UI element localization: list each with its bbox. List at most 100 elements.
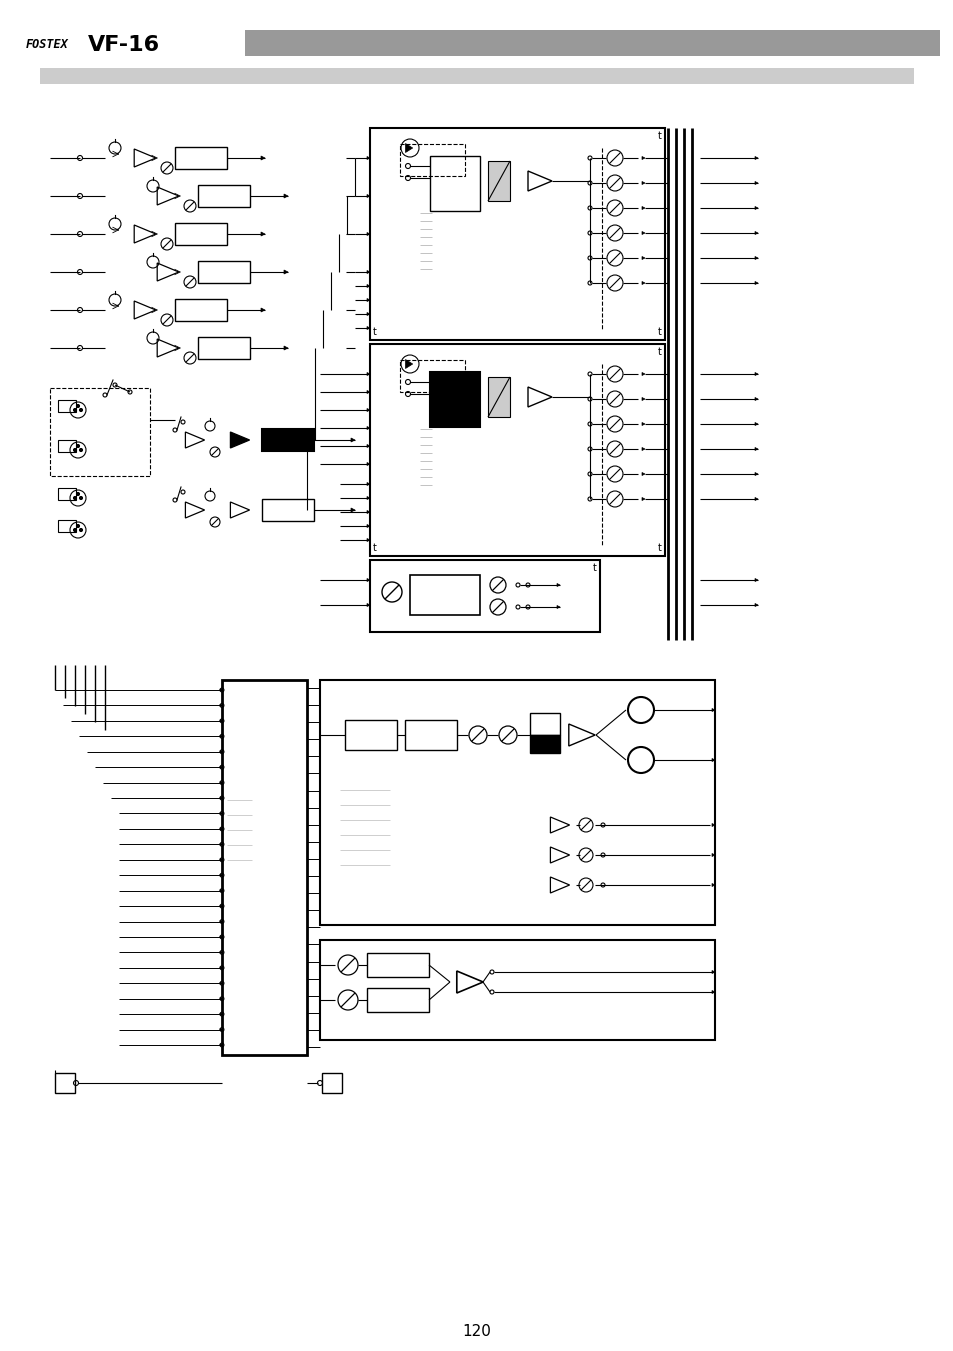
- Polygon shape: [220, 782, 222, 784]
- Bar: [322, 1073, 341, 1093]
- Circle shape: [76, 524, 79, 527]
- Polygon shape: [367, 232, 370, 235]
- Bar: [430, 372, 479, 427]
- Polygon shape: [405, 359, 413, 369]
- Polygon shape: [261, 155, 265, 159]
- Polygon shape: [405, 143, 413, 153]
- Bar: [40, 68, 913, 84]
- Bar: [488, 377, 510, 417]
- Polygon shape: [557, 605, 559, 608]
- Polygon shape: [641, 473, 644, 476]
- Circle shape: [73, 408, 76, 412]
- Polygon shape: [220, 905, 222, 907]
- Polygon shape: [220, 766, 222, 769]
- Text: t: t: [658, 131, 661, 141]
- Bar: [345, 720, 396, 750]
- Polygon shape: [754, 497, 758, 500]
- Circle shape: [76, 444, 79, 447]
- Polygon shape: [754, 181, 758, 185]
- Polygon shape: [220, 859, 222, 861]
- Polygon shape: [367, 312, 370, 316]
- Polygon shape: [284, 195, 288, 199]
- Polygon shape: [367, 157, 370, 159]
- Polygon shape: [220, 751, 222, 753]
- Polygon shape: [367, 524, 370, 527]
- Circle shape: [79, 528, 82, 531]
- Polygon shape: [367, 497, 370, 500]
- Text: 120: 120: [462, 1324, 491, 1339]
- Polygon shape: [641, 207, 644, 209]
- Circle shape: [73, 497, 76, 500]
- Polygon shape: [220, 997, 222, 1000]
- Polygon shape: [711, 990, 714, 993]
- Bar: [174, 147, 227, 169]
- Polygon shape: [754, 473, 758, 476]
- Polygon shape: [367, 408, 370, 412]
- Polygon shape: [367, 285, 370, 288]
- Circle shape: [76, 404, 79, 408]
- Bar: [405, 720, 456, 750]
- Bar: [58, 440, 76, 453]
- Polygon shape: [641, 397, 644, 400]
- Bar: [488, 161, 510, 201]
- Bar: [399, 145, 464, 176]
- Polygon shape: [220, 951, 222, 954]
- Text: t: t: [658, 347, 661, 357]
- Polygon shape: [557, 584, 559, 586]
- Polygon shape: [711, 824, 714, 827]
- Polygon shape: [711, 884, 714, 886]
- Polygon shape: [367, 444, 370, 447]
- Polygon shape: [754, 231, 758, 235]
- Polygon shape: [220, 689, 222, 690]
- Text: t: t: [658, 543, 661, 553]
- Bar: [370, 345, 664, 557]
- Polygon shape: [641, 373, 644, 376]
- Bar: [245, 30, 939, 55]
- Bar: [198, 261, 250, 282]
- Bar: [50, 388, 150, 476]
- Text: t: t: [373, 543, 376, 553]
- Polygon shape: [220, 720, 222, 721]
- Polygon shape: [711, 854, 714, 857]
- Bar: [58, 400, 76, 412]
- Polygon shape: [220, 874, 222, 877]
- Polygon shape: [367, 195, 370, 197]
- Bar: [222, 680, 307, 1055]
- Polygon shape: [367, 427, 370, 430]
- Polygon shape: [367, 511, 370, 513]
- Polygon shape: [641, 281, 644, 285]
- Polygon shape: [220, 704, 222, 707]
- Polygon shape: [367, 270, 370, 273]
- Polygon shape: [641, 157, 644, 159]
- Polygon shape: [367, 539, 370, 542]
- Polygon shape: [367, 482, 370, 485]
- Polygon shape: [220, 1028, 222, 1031]
- Bar: [367, 988, 429, 1012]
- Polygon shape: [754, 423, 758, 426]
- Polygon shape: [711, 970, 714, 974]
- Polygon shape: [641, 447, 644, 450]
- Polygon shape: [261, 232, 265, 236]
- Bar: [198, 336, 250, 359]
- Polygon shape: [641, 257, 644, 259]
- Polygon shape: [220, 812, 222, 815]
- Bar: [319, 940, 714, 1040]
- Circle shape: [73, 528, 76, 531]
- Polygon shape: [367, 327, 370, 330]
- Bar: [399, 359, 464, 392]
- Bar: [530, 713, 559, 735]
- Polygon shape: [367, 604, 370, 607]
- Polygon shape: [351, 438, 355, 442]
- Bar: [58, 488, 76, 500]
- Text: t: t: [658, 327, 661, 336]
- Text: t: t: [373, 327, 376, 336]
- Polygon shape: [641, 231, 644, 235]
- Bar: [55, 1073, 75, 1093]
- Bar: [430, 155, 479, 211]
- Circle shape: [76, 493, 79, 496]
- Bar: [530, 735, 559, 753]
- Polygon shape: [754, 281, 758, 285]
- Polygon shape: [754, 157, 758, 159]
- Polygon shape: [754, 578, 758, 581]
- Polygon shape: [754, 447, 758, 450]
